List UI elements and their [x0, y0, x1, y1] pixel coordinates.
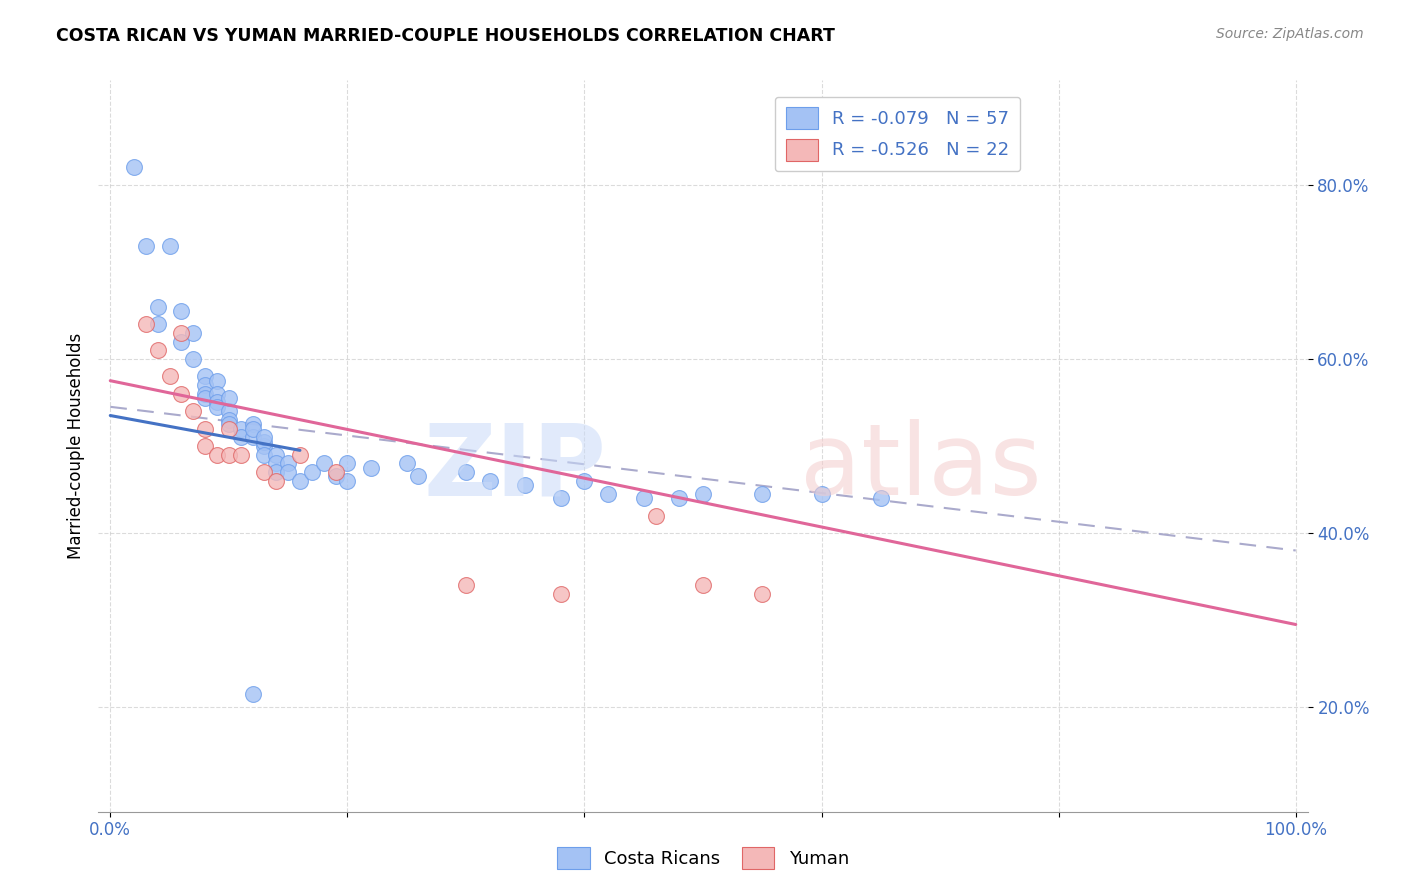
- Point: [253, 434, 276, 449]
- Point: [574, 474, 596, 488]
- Legend: Costa Ricans, Yuman: Costa Ricans, Yuman: [550, 839, 856, 876]
- Point: [692, 578, 714, 592]
- Point: [408, 469, 430, 483]
- Text: Source: ZipAtlas.com: Source: ZipAtlas.com: [1216, 27, 1364, 41]
- Point: [668, 491, 690, 506]
- Point: [395, 457, 418, 471]
- Point: [360, 460, 382, 475]
- Point: [869, 491, 891, 506]
- Point: [194, 439, 217, 453]
- Point: [312, 457, 335, 471]
- Point: [336, 457, 359, 471]
- Point: [170, 326, 193, 340]
- Point: [181, 404, 204, 418]
- Point: [644, 508, 666, 523]
- Point: [194, 369, 217, 384]
- Point: [229, 421, 252, 435]
- Point: [218, 413, 240, 427]
- Text: atlas: atlas: [800, 419, 1042, 516]
- Point: [170, 304, 193, 318]
- Point: [218, 391, 240, 405]
- Point: [170, 386, 193, 401]
- Point: [229, 448, 252, 462]
- Point: [751, 587, 773, 601]
- Point: [264, 474, 287, 488]
- Text: ZIP: ZIP: [423, 419, 606, 516]
- Point: [122, 161, 145, 175]
- Point: [218, 421, 240, 435]
- Point: [146, 317, 169, 331]
- Point: [253, 448, 276, 462]
- Point: [205, 400, 228, 414]
- Point: [277, 457, 299, 471]
- Point: [181, 326, 204, 340]
- Point: [218, 404, 240, 418]
- Point: [181, 351, 204, 366]
- Point: [515, 478, 537, 492]
- Point: [229, 430, 252, 444]
- Point: [336, 474, 359, 488]
- Point: [194, 391, 217, 405]
- Point: [146, 300, 169, 314]
- Point: [264, 465, 287, 479]
- Point: [751, 487, 773, 501]
- Point: [288, 448, 311, 462]
- Text: COSTA RICAN VS YUMAN MARRIED-COUPLE HOUSEHOLDS CORRELATION CHART: COSTA RICAN VS YUMAN MARRIED-COUPLE HOUS…: [56, 27, 835, 45]
- Point: [205, 395, 228, 409]
- Point: [194, 421, 217, 435]
- Point: [242, 421, 264, 435]
- Point: [205, 448, 228, 462]
- Point: [253, 439, 276, 453]
- Point: [325, 465, 347, 479]
- Point: [242, 687, 264, 701]
- Point: [264, 457, 287, 471]
- Point: [194, 386, 217, 401]
- Point: [242, 417, 264, 432]
- Point: [301, 465, 323, 479]
- Point: [454, 465, 477, 479]
- Point: [146, 343, 169, 358]
- Point: [633, 491, 655, 506]
- Legend: R = -0.079   N = 57, R = -0.526   N = 22: R = -0.079 N = 57, R = -0.526 N = 22: [775, 96, 1021, 171]
- Point: [242, 430, 264, 444]
- Point: [550, 587, 572, 601]
- Point: [194, 378, 217, 392]
- Point: [277, 465, 299, 479]
- Point: [288, 474, 311, 488]
- Point: [135, 317, 157, 331]
- Point: [253, 430, 276, 444]
- Point: [810, 822, 832, 837]
- Point: [159, 238, 181, 252]
- Point: [218, 448, 240, 462]
- Point: [454, 578, 477, 592]
- Y-axis label: Married-couple Households: Married-couple Households: [66, 333, 84, 559]
- Point: [135, 238, 157, 252]
- Point: [205, 374, 228, 388]
- Point: [264, 448, 287, 462]
- Point: [478, 474, 501, 488]
- Point: [205, 386, 228, 401]
- Point: [692, 487, 714, 501]
- Point: [550, 491, 572, 506]
- Point: [170, 334, 193, 349]
- Point: [253, 465, 276, 479]
- Point: [598, 487, 620, 501]
- Point: [325, 469, 347, 483]
- Point: [159, 369, 181, 384]
- Point: [810, 487, 832, 501]
- Point: [218, 417, 240, 432]
